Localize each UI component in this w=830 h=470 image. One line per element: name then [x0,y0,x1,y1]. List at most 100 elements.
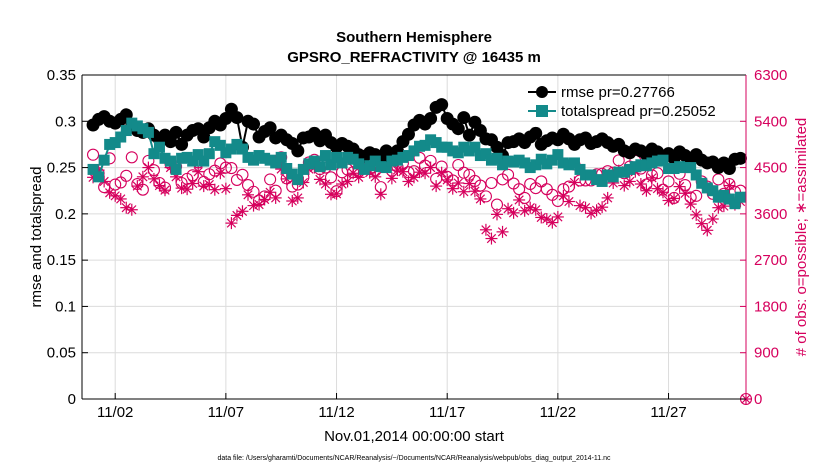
rmse-point [733,151,747,165]
obs-assimilated-marker [479,223,492,236]
totalspread-point [303,158,315,170]
totalspread-point [530,159,542,171]
rmse-point [169,125,183,139]
obs-possible-marker [662,175,675,188]
rmse-point [451,122,465,136]
chart-title: Southern Hemisphere [336,29,492,46]
totalspread-point [624,163,636,175]
totalspread-point [314,161,326,173]
obs-possible-marker [219,161,232,174]
obs-possible-marker [236,168,249,181]
y-tick-label: 0.05 [47,345,76,362]
rmse-point [424,112,438,126]
obs-possible-marker [690,189,703,202]
totalspread-point [563,159,575,171]
totalspread-point [541,158,553,170]
totalspread-point [153,141,165,153]
totalspread-point [491,152,503,164]
totalspread-point [98,154,110,166]
rmse-point [263,121,277,135]
obs-assimilated-marker [286,195,299,207]
y2-tick-label: 900 [754,345,779,362]
totalspread-point [607,171,619,183]
totalspread-point [668,162,680,174]
obs-assimilated-marker [192,165,205,178]
y2-tick-label: 3600 [754,206,787,223]
obs-assimilated-marker [430,180,443,193]
x-tick-label: 11/22 [540,404,576,421]
totalspread-point [137,123,149,135]
obs-assimilated-marker [230,209,243,222]
totalspread-point [325,159,337,171]
obs-possible-marker [518,191,531,204]
y-tick-label: 0.15 [47,252,76,269]
obs-possible-marker [225,162,238,175]
totalspread-point [557,157,569,169]
totalspread-point [646,157,658,169]
totalspread-point [734,191,746,203]
y-tick-label: 0.25 [47,160,76,177]
totalspread-point [198,155,210,167]
x-tick-label: 11/07 [208,404,244,421]
obs-assimilated-marker [668,192,681,205]
totalspread-point [391,154,403,166]
totalspread-point [469,141,481,153]
totalspread-point [375,161,387,173]
totalspread-point [458,141,470,153]
obs-possible-marker [324,171,338,184]
totalspread-point [281,162,293,174]
axes-layer [81,74,747,400]
totalspread-point [248,154,260,166]
obs-assimilated-marker [208,183,221,196]
legend: rmse pr=0.27766 totalspread pr=0.25052 [528,84,716,120]
obs-assimilated-marker [695,217,708,230]
y2-tick-label: 0 [754,391,762,408]
totalspread-point [591,174,603,186]
obs-assimilated-marker [408,171,420,184]
obs-assimilated-marker [657,186,669,199]
obs-assimilated-marker [114,192,127,205]
totalspread-point [264,154,276,166]
obs-assimilated-marker [258,193,271,206]
totalspread-point [524,162,536,174]
totalspread-point [546,154,558,166]
totalspread-point [657,154,669,166]
obs-assimilated-marker [645,171,658,184]
y-tick-label: 0.2 [55,206,76,223]
totalspread-point [729,198,741,210]
obs-assimilated-marker [679,187,692,200]
totalspread-point [508,156,520,168]
grid-layer [82,75,746,399]
totalspread-point [723,193,735,205]
rmse-point [462,128,476,142]
obs-assimilated-marker [197,180,210,193]
totalspread-point [463,145,475,157]
totalspread-point [236,143,248,155]
obs-possible-marker [479,190,492,203]
totalspread-point [142,126,154,138]
totalspread-point [109,137,121,149]
obs-assimilated-marker [225,217,238,230]
obs-assimilated-marker [690,208,703,221]
y-tick-label: 0 [68,391,76,408]
x-axis-label: Nov.01,2014 00:00:00 start [324,428,505,445]
totalspread-point [369,155,381,167]
totalspread-point [629,161,641,173]
obs-assimilated-marker [219,182,232,195]
totalspread-point [297,163,309,175]
totalspread-point [685,162,697,174]
totalspread-point [347,153,359,165]
totalspread-point [613,166,625,178]
legend-totalspread-label: totalspread pr=0.25052 [561,103,716,120]
obs-possible-marker [651,167,664,180]
totalspread-point [170,163,182,175]
obs-possible-marker [286,180,299,193]
totalspread-point [159,152,171,164]
totalspread-point [535,153,547,165]
totalspread-point [176,152,188,164]
totalspread-point [148,148,160,160]
obs-possible-marker [247,185,260,198]
totalspread-point [712,191,724,203]
totalspread-point [474,150,486,162]
obs-assimilated-marker [385,172,398,185]
